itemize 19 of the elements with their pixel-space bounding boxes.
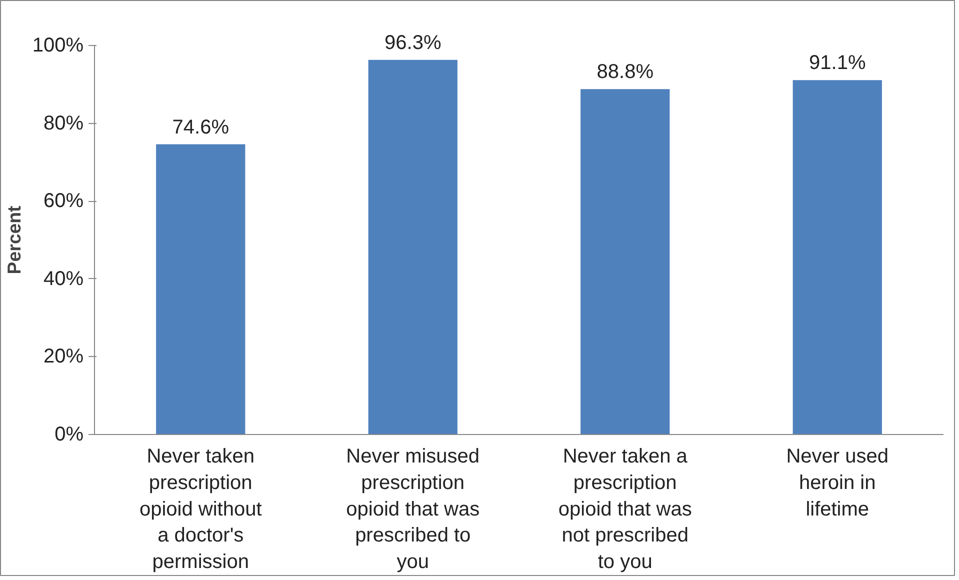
y-tick-label: 100% [32, 34, 84, 56]
x-tick-label: Never taken prescription opioid without a doctor's permission [139, 446, 262, 574]
y-tick-label: 60% [43, 190, 84, 212]
data-label: 88.8% [596, 61, 654, 84]
bar [580, 89, 670, 434]
y-tick-label: 20% [43, 346, 84, 368]
y-tick-label: 40% [43, 268, 84, 290]
x-tick-label: Never misused prescription opioid that was prescribed to you [346, 446, 480, 574]
y-tick-label: 80% [43, 112, 84, 134]
x-tick-label: Never used heroin in lifetime [786, 446, 889, 520]
data-label: 74.6% [172, 116, 230, 138]
bar [792, 80, 882, 434]
data-label: 96.3% [384, 32, 442, 54]
y-axis-title: Percent [3, 206, 24, 274]
bar [368, 60, 458, 434]
bar [156, 144, 246, 434]
y-tick-label: 0% [54, 424, 84, 446]
data-label: 91.1% [809, 52, 866, 74]
x-tick-label: Never taken a prescription opioid that was not prescribed to you [558, 446, 692, 574]
